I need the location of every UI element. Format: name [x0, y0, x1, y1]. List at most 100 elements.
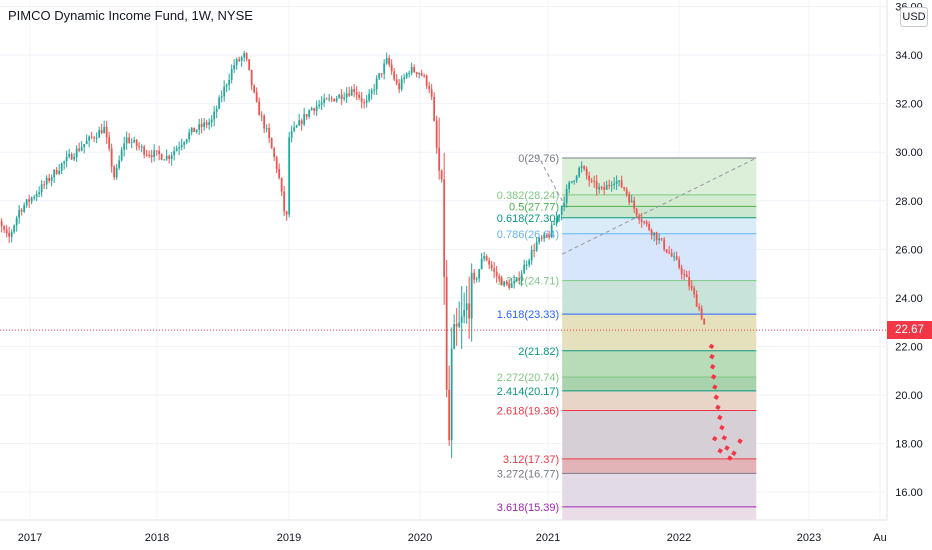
fib-zone [562, 280, 757, 315]
price-tick-label: 18.00 [895, 439, 923, 451]
candle-up [405, 73, 408, 78]
time-axis[interactable]: 2017 2018 2019 2020 2021 2022 2023 Au [0, 519, 887, 544]
candle-up [23, 205, 26, 212]
fib-level-label: 2(21.82) [518, 346, 559, 358]
candle-down [548, 236, 551, 238]
candle-down [690, 285, 693, 289]
price-tick-label: 26.00 [895, 244, 923, 256]
candle-down [110, 148, 113, 167]
projection-dot [709, 353, 715, 360]
time-tick-label: 2019 [277, 532, 301, 544]
candle-down [635, 208, 638, 216]
candle-down [620, 180, 623, 188]
candle-down [78, 148, 81, 151]
candle-down [255, 92, 258, 102]
candle-up [483, 256, 486, 259]
candle-up [653, 232, 656, 236]
candle-down [695, 294, 698, 307]
candle-down [275, 157, 278, 170]
candle-down [248, 59, 251, 70]
candle-up [535, 242, 538, 251]
candle-down [498, 276, 501, 278]
candle-up [58, 170, 61, 174]
candle-up [295, 125, 298, 128]
candle-down [340, 94, 343, 100]
candle-up [558, 214, 561, 218]
candle-down [625, 189, 628, 195]
fib-level-label: 0(29.76) [518, 153, 559, 165]
candle-up [290, 130, 293, 138]
candle-down [70, 154, 73, 160]
candle-down [380, 73, 383, 75]
candle-up [560, 206, 563, 215]
projection-arrow-dot [731, 450, 737, 457]
candle-down [280, 177, 283, 192]
time-tick-label: 2020 [408, 532, 432, 544]
candle-up [30, 197, 33, 202]
candle-down [388, 57, 391, 65]
candle-up [175, 148, 178, 151]
candle-up [410, 67, 413, 73]
currency-badge[interactable]: USD [900, 7, 928, 27]
projection-dot [709, 364, 716, 370]
candle-up [293, 127, 296, 131]
candle-down [3, 226, 6, 230]
candle-up [65, 156, 68, 162]
candle-up [630, 200, 633, 203]
candle-up [33, 197, 36, 199]
candle-down [398, 83, 401, 90]
candle-up [40, 184, 43, 193]
candle-down [640, 219, 643, 222]
candle-down [540, 237, 543, 239]
time-tick-label: 2022 [667, 532, 691, 544]
candle-down [655, 232, 658, 241]
projection-arrow-dot [717, 448, 723, 454]
candle-down [645, 221, 648, 224]
candle-up [243, 53, 246, 58]
candle-down [390, 64, 393, 72]
candle-up [225, 85, 228, 87]
candle-up [543, 234, 546, 239]
candle-up [345, 93, 348, 98]
candle-down [250, 69, 253, 86]
price-axis[interactable]: 16.00 18.00 20.00 22.00 24.00 26.00 28.00 30.00… [895, 2, 923, 500]
projection-dot [710, 374, 717, 380]
candle-up [563, 202, 566, 207]
candle-up [233, 65, 236, 70]
candle-up [123, 143, 126, 150]
candle-up [555, 217, 558, 224]
candle-down [468, 303, 471, 319]
fib-zone [562, 217, 757, 234]
candle-up [375, 78, 378, 90]
candle-up [618, 180, 621, 182]
candle-down [43, 184, 46, 186]
candle-down [665, 249, 668, 253]
candle-up [35, 194, 38, 198]
candle-down [505, 281, 508, 285]
candle-down [263, 115, 266, 129]
candle-down [583, 166, 586, 170]
candle-up [475, 278, 478, 280]
candle-down [648, 223, 651, 230]
candle-down [533, 250, 536, 252]
candle-up [513, 280, 516, 284]
candle-up [343, 97, 346, 100]
candle-up [25, 199, 28, 206]
candle-down [430, 89, 433, 97]
candle-up [310, 108, 313, 111]
candle-down [160, 154, 163, 160]
candle-down [113, 166, 116, 178]
candle-up [198, 124, 201, 130]
candle-up [288, 137, 291, 215]
candle-down [393, 71, 396, 80]
candle-up [370, 90, 373, 94]
candle-up [153, 150, 156, 157]
price-tick-label: 16.00 [895, 487, 923, 499]
projection-dot [712, 384, 718, 390]
candle-up [378, 73, 381, 79]
candle-down [260, 115, 263, 117]
candle-up [315, 106, 318, 111]
candle-up [565, 188, 568, 203]
projection-dot [713, 394, 720, 400]
